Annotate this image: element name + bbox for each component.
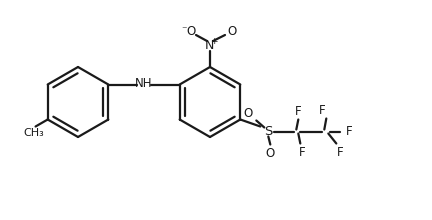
Text: F: F [299, 146, 305, 159]
Text: N: N [204, 38, 214, 51]
Text: F: F [337, 146, 343, 159]
Text: ⁻: ⁻ [181, 25, 187, 35]
Text: NH: NH [135, 77, 153, 90]
Text: O: O [186, 24, 196, 37]
Text: +: + [210, 37, 218, 46]
Text: F: F [346, 125, 353, 138]
Text: O: O [244, 107, 253, 120]
Text: CH₃: CH₃ [23, 128, 44, 138]
Text: S: S [264, 125, 273, 138]
Text: O: O [266, 147, 275, 160]
Text: O: O [227, 24, 237, 37]
Text: F: F [295, 105, 302, 118]
Text: F: F [319, 104, 326, 117]
